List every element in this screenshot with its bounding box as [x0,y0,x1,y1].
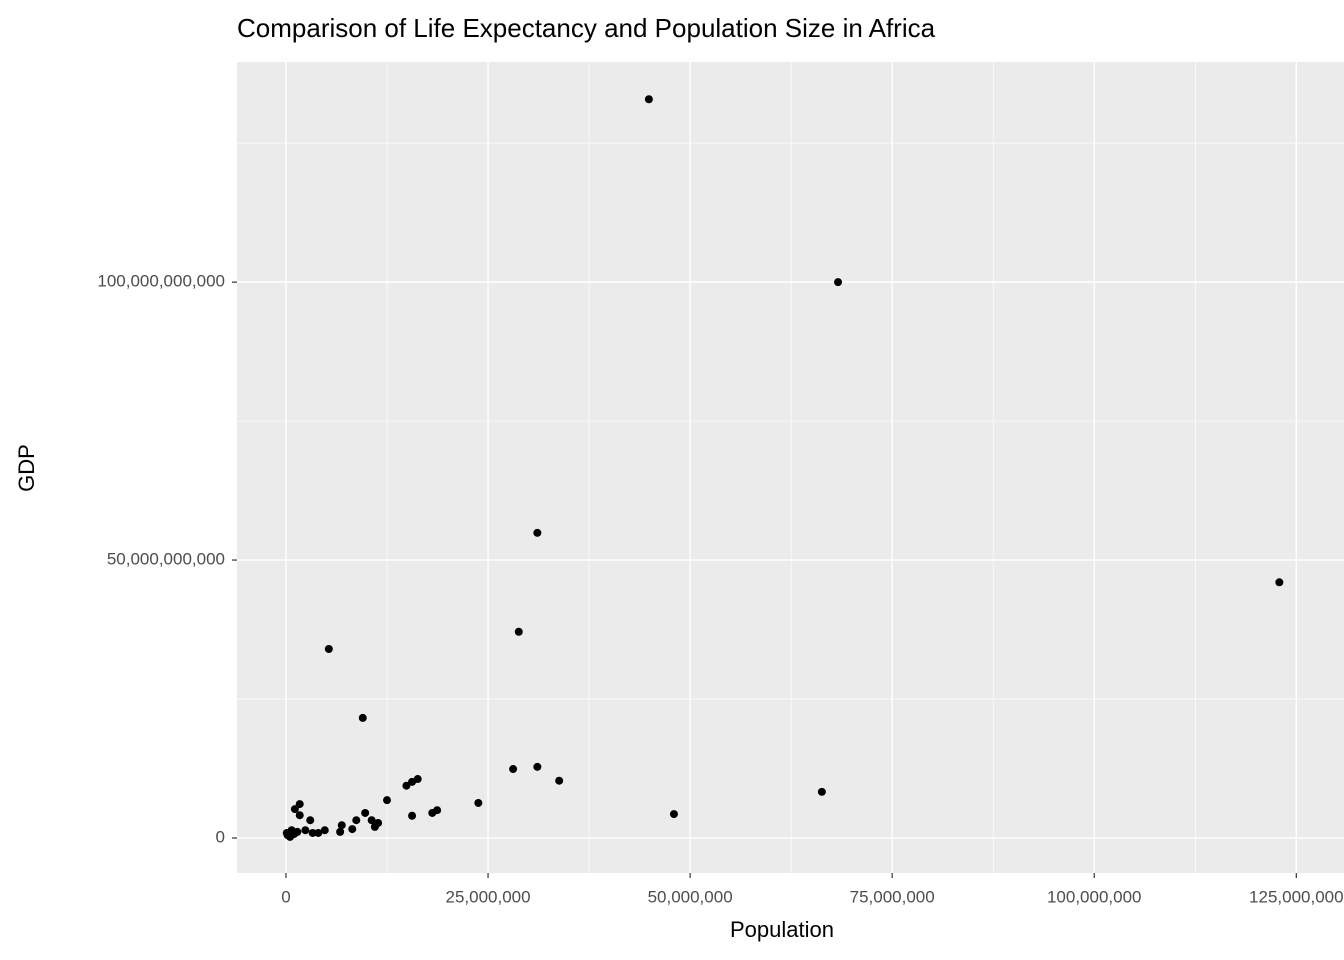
x-tick-label: 25,000,000 [446,887,531,906]
point [337,821,346,830]
point [306,816,315,825]
point [383,796,392,805]
x-tick-label: 0 [281,887,290,906]
point [290,830,299,839]
point [644,95,653,104]
point [336,827,345,836]
point [669,810,678,819]
point [301,826,310,835]
x-tick-label: 75,000,000 [850,887,935,906]
point [352,816,361,825]
point [533,762,542,771]
point [533,528,542,537]
point [555,776,564,785]
x-tick-label: 100,000,000 [1047,887,1142,906]
point [314,828,323,837]
x-tick-label: 50,000,000 [648,887,733,906]
x-axis-title: Population [730,917,834,942]
point [320,826,329,835]
point [428,808,437,817]
point [367,816,376,825]
point [402,781,411,790]
point [295,800,304,809]
y-axis-title: GDP [14,444,39,492]
point [408,811,417,820]
point [308,828,317,837]
chart-title: Comparison of Life Expectancy and Popula… [237,13,936,43]
point [361,808,370,817]
point [358,713,367,722]
point [348,825,357,834]
point [1275,578,1284,587]
point [474,798,483,807]
point [290,805,299,814]
point [370,822,379,831]
point [408,777,417,786]
y-tick-label: 0 [216,827,225,846]
point [514,627,523,636]
point [324,644,333,653]
point [817,787,826,796]
point [295,811,304,820]
y-tick-label: 100,000,000,000 [97,272,225,291]
point [509,765,518,774]
point [834,278,843,287]
y-tick-label: 50,000,000,000 [107,550,225,569]
plot-background [237,62,1344,873]
x-tick-label: 125,000,000 [1249,887,1344,906]
